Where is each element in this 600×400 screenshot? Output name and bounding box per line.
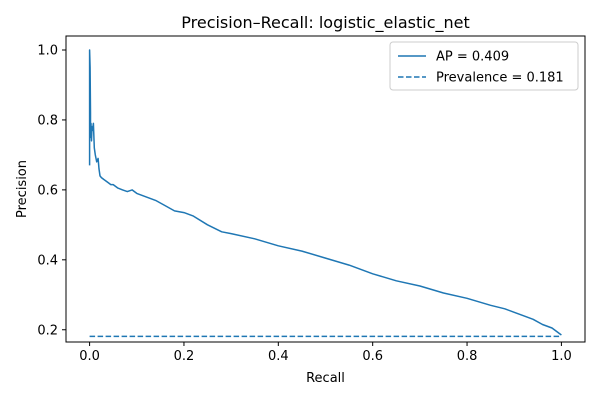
y-tick-label: 0.2 <box>37 323 58 338</box>
x-tick-label: 0.8 <box>457 349 478 364</box>
y-axis: 0.2 0.4 0.6 0.8 1.0 <box>37 43 66 338</box>
legend: AP = 0.409 Prevalence = 0.181 <box>389 41 579 91</box>
legend-label: Prevalence = 0.181 <box>436 71 564 86</box>
x-axis-label: Recall <box>306 371 345 386</box>
x-axis: 0.0 0.2 0.4 0.6 0.8 1.0 <box>79 342 572 364</box>
chart-title: Precision–Recall: logistic_elastic_net <box>181 13 470 33</box>
y-tick-label: 1.0 <box>37 43 58 58</box>
axes-frame <box>65 35 586 343</box>
x-tick-label: 0.0 <box>79 349 100 364</box>
legend-box <box>389 41 579 91</box>
plot-area <box>88 49 562 338</box>
x-tick-label: 0.6 <box>362 349 383 364</box>
y-tick-label: 0.6 <box>37 183 58 198</box>
y-axis-label: Precision <box>15 160 30 218</box>
legend-label: AP = 0.409 <box>436 50 509 65</box>
x-tick-label: 0.4 <box>268 349 289 364</box>
y-tick-label: 0.8 <box>37 113 58 128</box>
y-tick-label: 0.4 <box>37 253 58 268</box>
series-line-0 <box>88 49 562 336</box>
x-tick-label: 0.2 <box>174 349 195 364</box>
x-tick-label: 1.0 <box>551 349 572 364</box>
